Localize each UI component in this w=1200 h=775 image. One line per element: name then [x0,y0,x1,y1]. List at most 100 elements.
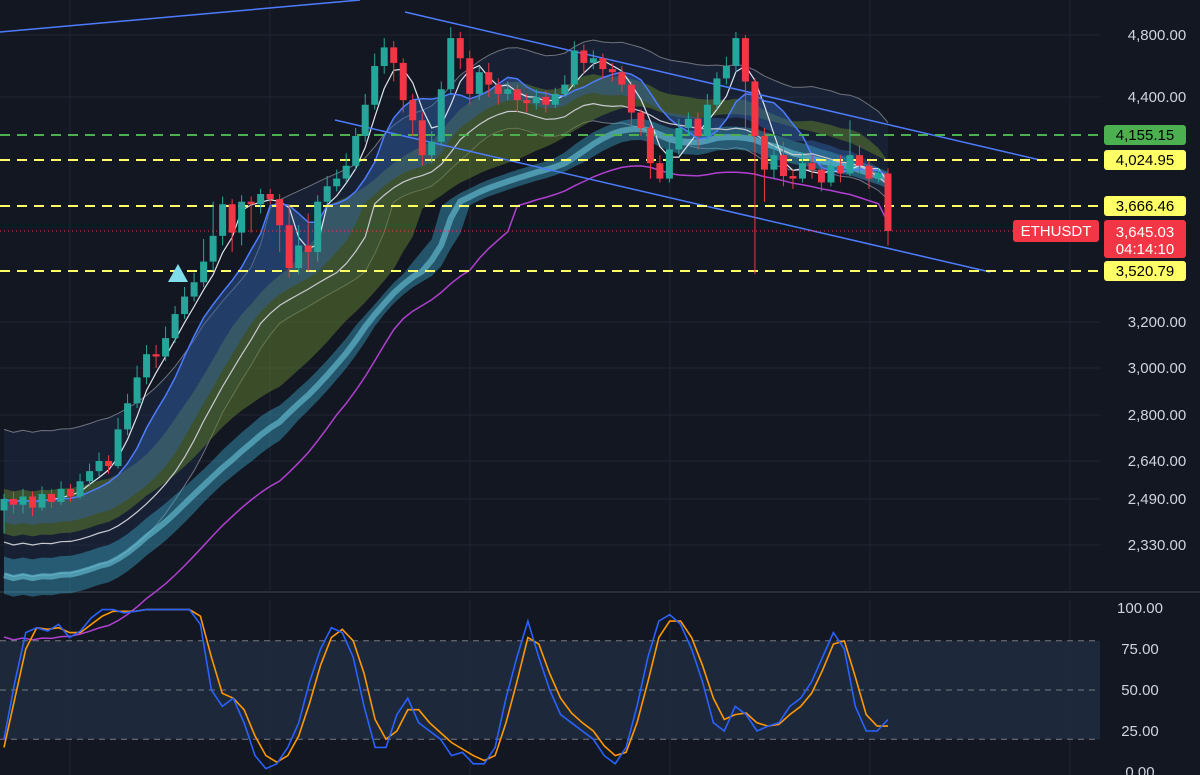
candle-body [684,118,692,129]
candle-body [827,165,835,183]
candle-body [304,245,312,252]
channel-lower-line [334,119,991,273]
price-axis-tick: 2,330.00 [1128,537,1186,554]
candle-body [447,38,455,90]
candle-body [314,201,322,252]
candle-body [295,245,303,269]
candle-body [798,163,806,179]
candle-body [570,50,578,85]
cloud-area [4,74,888,537]
price-level-badge-text: 4,024.95 [1116,152,1174,169]
candle-body [808,163,816,170]
support-trail-line [3,165,889,641]
candle-body [266,193,274,200]
candle-body [665,149,673,179]
candle-body [618,72,626,85]
candle-body [732,38,740,66]
candle-body [561,84,569,94]
trend-line [0,0,361,33]
candle-body [171,314,179,339]
candle-body [57,488,65,502]
oscillator-axis-tick: 0.00 [1125,764,1154,775]
candle-body [437,89,445,142]
envelope-upper [3,39,889,433]
oscillator-axis-tick: 25.00 [1121,723,1159,740]
candle-body [399,62,407,101]
candle-body [494,84,502,94]
candle-body [485,72,493,85]
price-level-lines [0,134,1100,272]
symbol-text: ETHUSDT [1021,223,1092,240]
candle-body [352,135,360,166]
channel-upper-line [404,11,1041,161]
candle-body [779,155,787,177]
candle-body [551,93,559,105]
medium-average-line [3,71,889,503]
stochastic-oscillator [0,608,1100,770]
candle-body [276,199,284,226]
candle-body [874,173,882,179]
candle-body [200,261,208,283]
candle-body [29,496,37,508]
price-axis-tick: 2,640.00 [1128,453,1186,470]
price-level-badge-text: 3,520.79 [1116,263,1174,280]
candle-body [713,78,721,105]
price-axis-tick: 4,400.00 [1128,89,1186,106]
candle-body [19,496,27,505]
candle-body [418,120,426,156]
stoch-k-line [3,608,889,770]
candle-body [836,165,844,174]
candle-body [390,47,398,63]
baseline-step-line [3,102,889,546]
candle-body [152,354,160,357]
candle-body [257,193,265,205]
candle-body [656,163,664,179]
candle-body [0,499,8,511]
candle-body [627,84,635,113]
price-level-badge-text: 3,666.46 [1116,198,1174,215]
candle-body [703,104,711,136]
candle-body [646,128,654,164]
price-level-badge [1104,150,1186,170]
price-level-badge [1104,196,1186,216]
candle-body [323,186,331,202]
price-level-badge [1104,125,1186,145]
candle-body [209,235,217,262]
candle-body [181,296,189,315]
price-axis-tick: 3,000.00 [1128,360,1186,377]
oscillator-axis-tick: 75.00 [1121,641,1159,658]
candle-body [741,38,749,82]
candle-body [504,89,512,94]
candle-body [371,66,379,105]
candle-body [380,47,388,66]
candle-body [133,377,141,404]
candle-body [190,282,198,297]
teal-band [4,118,888,597]
candle-body [608,69,616,73]
candle-body [361,104,369,136]
candle-body [342,165,350,179]
candle-body [637,112,645,129]
price-axis-tick: 2,800.00 [1128,407,1186,424]
candle-body [589,58,597,63]
candle-body [114,429,122,467]
candle-body [285,225,293,269]
candle-body [409,100,417,121]
candle-body [162,338,170,357]
candle-body [466,58,474,94]
price-axis-tick: 2,490.00 [1128,491,1186,508]
candle-body [599,58,607,70]
price-axis[interactable]: 4,800.00 4,400.00 3,200.00 3,000.00 2,800.00… [1013,27,1186,775]
candle-body [532,97,540,104]
price-level-badge-text: 4,155.15 [1116,127,1174,144]
candle-body [238,201,246,233]
candle-body [855,155,863,166]
candle-body [846,155,854,174]
candle-body [884,173,892,232]
countdown-text: 04:14:10 [1116,241,1174,258]
candle-body [722,66,730,79]
last-price-badge [1104,220,1186,258]
candle-body [10,499,18,505]
candle-body [542,97,550,105]
